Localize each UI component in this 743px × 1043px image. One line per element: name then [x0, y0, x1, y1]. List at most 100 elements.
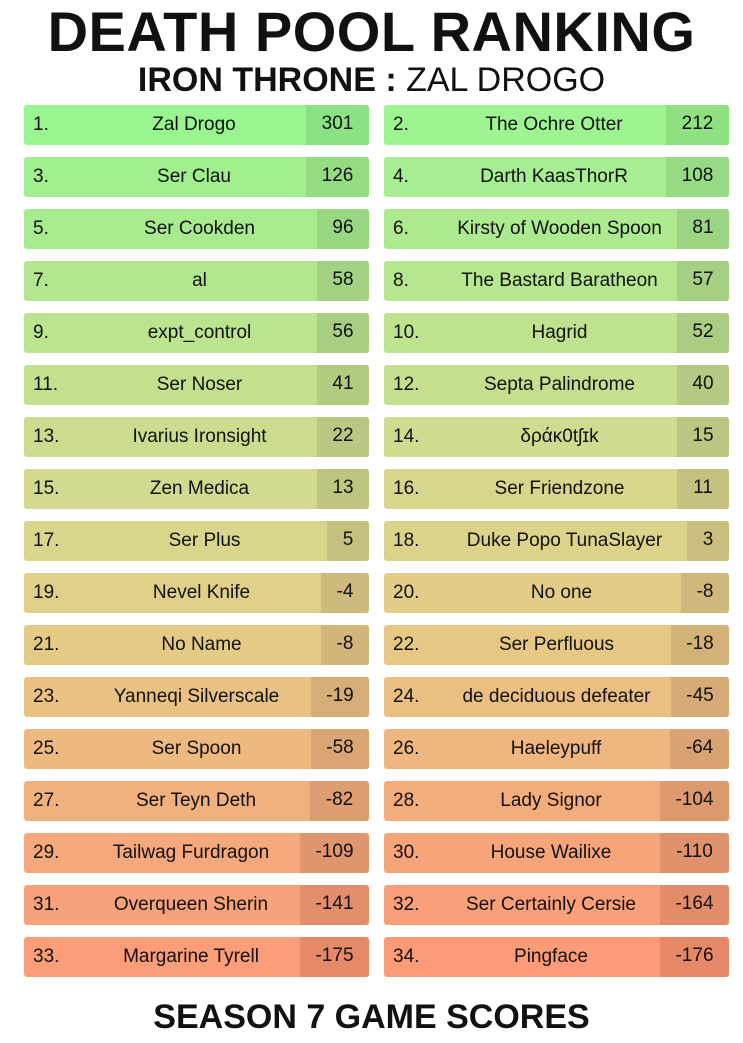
player-name: House Wailixe	[490, 842, 612, 863]
player-name: Ser Spoon	[151, 738, 242, 759]
ranking-row: 11. Ser Noser 41	[24, 365, 369, 405]
score-value: 5	[327, 521, 369, 561]
score-value: 301	[306, 105, 369, 145]
rank-number: 12.	[393, 374, 420, 395]
ranking-row: 24. de deciduous defeater -45	[384, 677, 729, 717]
ranking-row: 31. Overqueen Sherin -141	[24, 885, 369, 925]
ranking-row: 17. Ser Plus 5	[24, 521, 369, 561]
player-name: Overqueen Sherin	[113, 894, 269, 915]
house-label: IRON THRONE :	[137, 61, 397, 99]
player-name: δράκ0tʃɪk	[520, 426, 599, 447]
ranking-row: 20. No one -8	[384, 573, 729, 613]
rank-number: 13.	[33, 426, 60, 447]
rank-number: 33.	[33, 946, 60, 967]
ranking-row: 12. Septa Palindrome 40	[384, 365, 729, 405]
rank-number: 18.	[393, 530, 420, 551]
rank-number: 11.	[33, 374, 59, 395]
ranking-row: 27. Ser Teyn Deth -82	[24, 781, 369, 821]
page-subtitle: IRON THRONE : ZAL DROGO	[0, 62, 743, 98]
score-value: 52	[677, 313, 729, 353]
player-name: Margarine Tyrell	[123, 946, 259, 967]
score-value: 58	[317, 261, 369, 301]
rank-number: 30.	[393, 842, 420, 863]
score-value: 41	[317, 365, 369, 405]
rank-number: 29.	[33, 842, 60, 863]
rank-number: 31.	[33, 894, 60, 915]
footer-caption: SEASON 7 GAME SCORES	[153, 998, 590, 1036]
score-value: -45	[671, 677, 729, 717]
player-name: No Name	[161, 634, 242, 655]
ranking-row: 15. Zen Medica 13	[24, 469, 369, 509]
score-value: -110	[660, 833, 729, 873]
score-value: -4	[321, 573, 369, 613]
rank-number: 7.	[33, 270, 49, 291]
rank-number: 24.	[393, 686, 420, 707]
score-value: -141	[300, 885, 369, 925]
ranking-row: 13. Ivarius Ironsight 22	[24, 417, 369, 457]
rank-number: 9.	[33, 322, 49, 343]
player-name: de deciduous defeater	[462, 686, 651, 707]
player-name: Ser Noser	[156, 374, 243, 395]
ranking-row: 30. House Wailixe -110	[384, 833, 729, 873]
player-name: The Ochre Otter	[485, 114, 623, 135]
ranking-row: 14. δράκ0tʃɪk 15	[384, 417, 729, 457]
player-name: No one	[530, 582, 593, 603]
score-value: 108	[666, 157, 729, 197]
ranking-row: 29. Tailwag Furdragon -109	[24, 833, 369, 873]
score-value: 22	[317, 417, 369, 457]
score-value: -58	[311, 729, 369, 769]
player-name: Pingface	[514, 946, 588, 967]
score-value: -8	[681, 573, 729, 613]
player-name: Yanneqi Silverscale	[113, 686, 280, 707]
ranking-row: 23. Yanneqi Silverscale -19	[24, 677, 369, 717]
player-name: Ivarius Ironsight	[132, 426, 267, 447]
player-name: Zen Medica	[149, 478, 250, 499]
rank-number: 22.	[393, 634, 420, 655]
ranking-row: 2. The Ochre Otter 212	[384, 105, 729, 145]
score-value: -175	[300, 937, 369, 977]
rank-number: 16.	[393, 478, 420, 499]
score-value: 15	[677, 417, 729, 457]
score-value: 11	[677, 469, 729, 509]
player-name: Ser Certainly Cersie	[466, 894, 636, 915]
rank-number: 27.	[33, 790, 60, 811]
player-name: ZAL DROGO	[406, 61, 606, 99]
rank-number: 19.	[33, 582, 60, 603]
score-value: 57	[677, 261, 729, 301]
score-value: -104	[660, 781, 729, 821]
rank-number: 28.	[393, 790, 420, 811]
ranking-row: 6. Kirsty of Wooden Spoon 81	[384, 209, 729, 249]
rank-number: 21.	[33, 634, 60, 655]
score-value: 40	[677, 365, 729, 405]
ranking-row: 8. The Bastard Baratheon 57	[384, 261, 729, 301]
ranking-row: 4. Darth KaasThorR 108	[384, 157, 729, 197]
rank-number: 34.	[393, 946, 420, 967]
rank-number: 3.	[33, 166, 49, 187]
player-name: Ser Perfluous	[498, 634, 615, 655]
player-name: Ser Teyn Deth	[135, 790, 257, 811]
ranking-row: 21. No Name -8	[24, 625, 369, 665]
ranking-row: 33. Margarine Tyrell -175	[24, 937, 369, 977]
ranking-row: 22. Ser Perfluous -18	[384, 625, 729, 665]
ranking-row: 16. Ser Friendzone 11	[384, 469, 729, 509]
score-value: 3	[687, 521, 729, 561]
rank-number: 6.	[393, 218, 409, 239]
player-name: Darth KaasThorR	[480, 166, 628, 187]
rank-number: 25.	[33, 738, 60, 759]
rank-number: 23.	[33, 686, 60, 707]
score-value: -164	[660, 885, 729, 925]
score-value: 56	[317, 313, 369, 353]
player-name: Haeleypuff	[510, 738, 602, 759]
player-name: Nevel Knife	[152, 582, 251, 603]
ranking-row: 5. Ser Cookden 96	[24, 209, 369, 249]
score-value: -82	[310, 781, 369, 821]
score-value: 96	[317, 209, 369, 249]
rank-number: 26.	[393, 738, 420, 759]
ranking-row: 34. Pingface -176	[384, 937, 729, 977]
rank-number: 32.	[393, 894, 420, 915]
player-name: Ser Clau	[157, 166, 231, 187]
page-title: DEATH POOL RANKING	[47, 0, 696, 63]
rank-number: 5.	[33, 218, 49, 239]
ranking-row: 28. Lady Signor -104	[384, 781, 729, 821]
